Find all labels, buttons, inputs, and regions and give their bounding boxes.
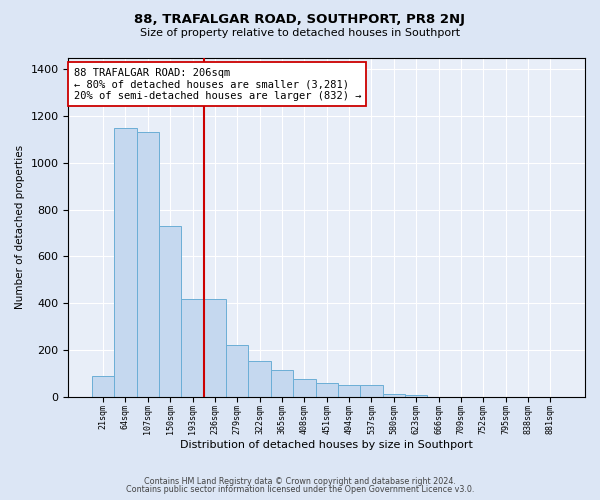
Text: Size of property relative to detached houses in Southport: Size of property relative to detached ho… bbox=[140, 28, 460, 38]
Bar bbox=[316, 383, 338, 397]
Bar bbox=[383, 394, 405, 397]
Bar bbox=[92, 376, 114, 397]
Bar bbox=[159, 226, 181, 397]
Bar bbox=[137, 132, 159, 397]
Text: 88 TRAFALGAR ROAD: 206sqm
← 80% of detached houses are smaller (3,281)
20% of se: 88 TRAFALGAR ROAD: 206sqm ← 80% of detac… bbox=[74, 68, 361, 101]
Bar bbox=[114, 128, 137, 397]
Bar bbox=[293, 380, 316, 397]
Bar bbox=[248, 360, 271, 397]
Bar bbox=[181, 298, 204, 397]
Bar bbox=[360, 385, 383, 397]
Text: 88, TRAFALGAR ROAD, SOUTHPORT, PR8 2NJ: 88, TRAFALGAR ROAD, SOUTHPORT, PR8 2NJ bbox=[134, 12, 466, 26]
Bar bbox=[338, 385, 360, 397]
Bar bbox=[226, 346, 248, 397]
Bar bbox=[271, 370, 293, 397]
Y-axis label: Number of detached properties: Number of detached properties bbox=[15, 145, 25, 309]
Bar bbox=[405, 395, 427, 397]
X-axis label: Distribution of detached houses by size in Southport: Distribution of detached houses by size … bbox=[180, 440, 473, 450]
Bar bbox=[204, 298, 226, 397]
Text: Contains public sector information licensed under the Open Government Licence v3: Contains public sector information licen… bbox=[126, 485, 474, 494]
Text: Contains HM Land Registry data © Crown copyright and database right 2024.: Contains HM Land Registry data © Crown c… bbox=[144, 477, 456, 486]
